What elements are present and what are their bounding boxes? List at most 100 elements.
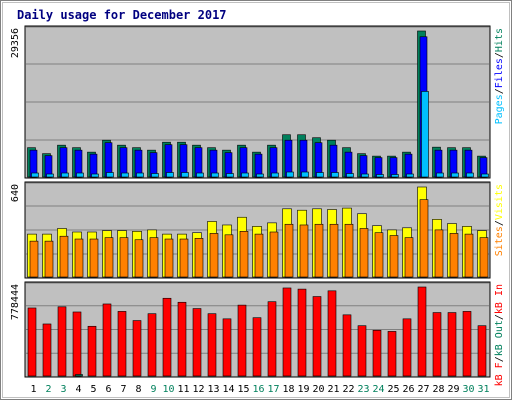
- day-label: 16: [252, 384, 264, 395]
- bar-pages: [391, 174, 399, 178]
- bar-pages: [61, 172, 69, 178]
- bar-pages: [286, 171, 294, 178]
- bar-sites: [194, 238, 204, 278]
- bar-files: [404, 153, 413, 178]
- bar-kb-in: [192, 308, 202, 377]
- bar-sites: [29, 240, 39, 278]
- day-label: 17: [267, 384, 279, 395]
- legend-entry: kB In: [494, 284, 505, 314]
- bar-pages: [106, 172, 114, 178]
- bar-sites: [404, 237, 414, 278]
- bar-sites: [209, 233, 219, 278]
- bar-sites: [464, 233, 474, 278]
- bar-sites: [179, 238, 189, 278]
- bar-pages: [466, 172, 474, 178]
- bar-kb-in: [357, 325, 367, 377]
- side-legend: kB F/kB Out/kB In: [494, 284, 505, 386]
- bar-pages: [256, 173, 264, 178]
- bar-kb-in: [462, 311, 472, 377]
- legend-separator: /: [494, 220, 505, 226]
- bar-sites: [374, 232, 384, 278]
- bar-kb-in: [477, 325, 487, 377]
- legend-entry: kB Out: [494, 320, 505, 356]
- bar-pages: [181, 172, 189, 178]
- bar-kb-in: [57, 306, 67, 377]
- y-max-label: 640: [10, 184, 21, 202]
- day-label: 27: [417, 384, 429, 395]
- bar-sites: [89, 238, 99, 278]
- bar-files: [374, 157, 383, 178]
- bar-pages: [361, 173, 369, 178]
- bar-pages: [121, 172, 129, 178]
- bar-kb-in: [297, 288, 307, 377]
- bar-sites: [74, 238, 84, 278]
- legend-separator: /: [494, 88, 505, 94]
- bar-pages: [481, 173, 489, 178]
- bar-kb-in: [87, 325, 97, 377]
- day-label: 4: [75, 384, 81, 395]
- y-max-label: 778444: [10, 284, 21, 320]
- day-label: 1: [30, 384, 36, 395]
- bar-kb-in: [372, 329, 382, 377]
- bar-kb-in: [132, 320, 142, 377]
- bar-sites: [269, 231, 279, 278]
- legend-separator: /: [494, 314, 505, 320]
- day-label: 6: [105, 384, 111, 395]
- bar-kb-out: [75, 374, 83, 377]
- bar-kb-in: [327, 290, 337, 377]
- bar-files: [179, 144, 188, 178]
- bar-pages: [376, 174, 384, 178]
- day-label: 7: [120, 384, 126, 395]
- bar-sites: [314, 223, 324, 278]
- bar-kb-in: [447, 312, 457, 377]
- bar-pages: [316, 172, 324, 178]
- bar-files: [164, 144, 173, 178]
- bar-sites: [149, 237, 159, 278]
- day-label: 28: [432, 384, 444, 395]
- bar-pages: [31, 172, 39, 178]
- day-label: 15: [237, 384, 249, 395]
- bar-kb-in: [342, 314, 352, 377]
- bar-sites: [299, 224, 309, 278]
- bar-sites: [224, 234, 234, 278]
- bar-kb-in: [387, 331, 397, 377]
- legend-entry: Pages: [494, 94, 505, 124]
- day-label: 21: [327, 384, 339, 395]
- bar-files: [239, 147, 248, 178]
- bar-sites: [254, 233, 264, 278]
- day-label: 30: [462, 384, 474, 395]
- bar-files: [299, 139, 308, 178]
- bar-kb-in: [42, 323, 52, 377]
- bar-kb-in: [432, 312, 442, 377]
- day-label: 19: [297, 384, 309, 395]
- bar-pages: [91, 173, 99, 178]
- day-label: 22: [342, 384, 354, 395]
- bar-sites: [164, 238, 174, 278]
- bar-pages: [196, 172, 204, 178]
- bar-kb-in: [72, 311, 82, 377]
- bar-files: [314, 142, 323, 178]
- day-label: 9: [150, 384, 156, 395]
- day-label: 23: [357, 384, 369, 395]
- bar-kb-in: [117, 311, 127, 377]
- bar-pages: [346, 173, 354, 178]
- bar-kb-in: [402, 318, 412, 377]
- bar-sites: [344, 223, 354, 278]
- bar-sites: [479, 237, 489, 278]
- day-label: 26: [402, 384, 414, 395]
- day-label: 11: [177, 384, 189, 395]
- day-label: 31: [477, 384, 489, 395]
- bar-files: [119, 147, 128, 178]
- bar-sites: [359, 228, 369, 278]
- legend-separator: /: [494, 356, 505, 362]
- bar-kb-in: [267, 301, 277, 377]
- bar-sites: [434, 229, 444, 278]
- bar-sites: [119, 237, 129, 278]
- day-label: 8: [135, 384, 141, 395]
- legend-entry: Files: [494, 58, 505, 88]
- panel-kbytes: 778444 kB F/kB Out/kB In: [10, 281, 505, 386]
- side-legend: Sites/Visits: [494, 184, 505, 256]
- bar-pages: [331, 172, 339, 178]
